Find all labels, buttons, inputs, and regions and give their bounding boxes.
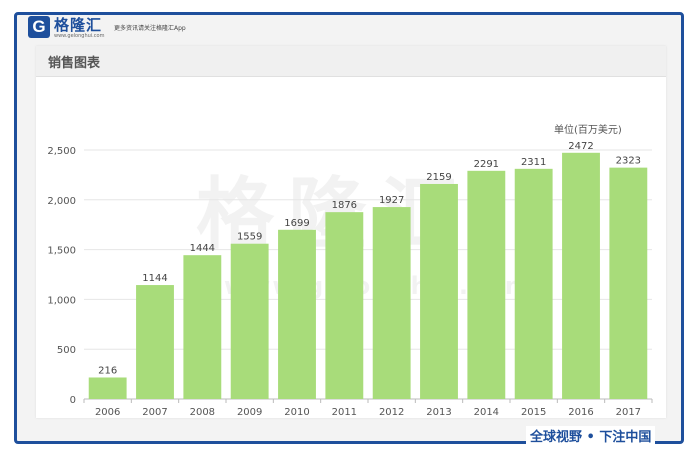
bar (278, 229, 316, 399)
bar (88, 377, 127, 399)
label-layer: 0 500 1,000 1,500 2,000 2,500 216 2006 1144 2007 1… (47, 141, 641, 418)
bar (609, 167, 648, 399)
data-label: 1144 (142, 273, 167, 284)
y-tick-label: 1,500 (47, 246, 76, 257)
bar (325, 212, 364, 399)
x-tick-label: 2015 (521, 407, 546, 418)
data-label: 216 (98, 365, 117, 376)
x-tick-label: 2010 (284, 407, 309, 418)
x-tick-label: 2017 (616, 407, 641, 418)
bar (372, 207, 411, 399)
data-label: 1444 (190, 243, 215, 254)
bar (467, 170, 506, 399)
data-label: 1876 (332, 200, 357, 211)
x-tick-label: 2007 (142, 407, 167, 418)
data-label: 1699 (284, 218, 309, 229)
brand-slogan: 更多资讯请关注格隆汇App (114, 25, 186, 32)
data-label: 2323 (616, 156, 641, 167)
x-tick-label: 2012 (379, 407, 404, 418)
y-tick-label: 2,500 (47, 146, 76, 157)
data-label: 1927 (379, 195, 404, 206)
data-label: 2159 (426, 172, 451, 183)
card-titlebar: 销售图表 (36, 46, 666, 77)
y-tick-label: 1,000 (47, 295, 76, 306)
x-tick-label: 2014 (474, 407, 499, 418)
bar (514, 168, 553, 399)
brand-name: 格隆汇 (54, 16, 103, 34)
x-tick-label: 2016 (568, 407, 593, 418)
bar (136, 285, 174, 399)
y-tick-label: 500 (57, 345, 76, 356)
y-tick-label: 0 (70, 395, 76, 406)
y-tick-label: 2,000 (47, 196, 76, 207)
x-tick-label: 2013 (426, 407, 451, 418)
x-tick-label: 2008 (190, 407, 215, 418)
brand-header: G 格隆汇 www.gelonghui.com 更多资讯请关注格隆汇App (28, 14, 228, 40)
data-label: 1559 (237, 232, 262, 243)
data-label: 2291 (474, 159, 499, 170)
grid-layer (83, 149, 653, 403)
x-tick-label: 2009 (237, 407, 262, 418)
bar (230, 243, 269, 399)
data-label: 2311 (521, 157, 546, 168)
brand-site: www.gelonghui.com (54, 33, 105, 39)
brand-logo-icon: G (28, 16, 50, 38)
bar-layer (88, 152, 648, 399)
data-label: 2472 (568, 141, 593, 152)
card-title: 销售图表 (48, 56, 101, 71)
x-tick-label: 2006 (95, 407, 120, 418)
footer-slogan: 全球视野 • 下注中国 (526, 426, 656, 445)
bar (183, 255, 222, 399)
x-tick-label: 2011 (332, 407, 357, 418)
bar (420, 183, 458, 399)
unit-label: 单位(百万美元) (554, 125, 622, 136)
bar (562, 152, 600, 399)
